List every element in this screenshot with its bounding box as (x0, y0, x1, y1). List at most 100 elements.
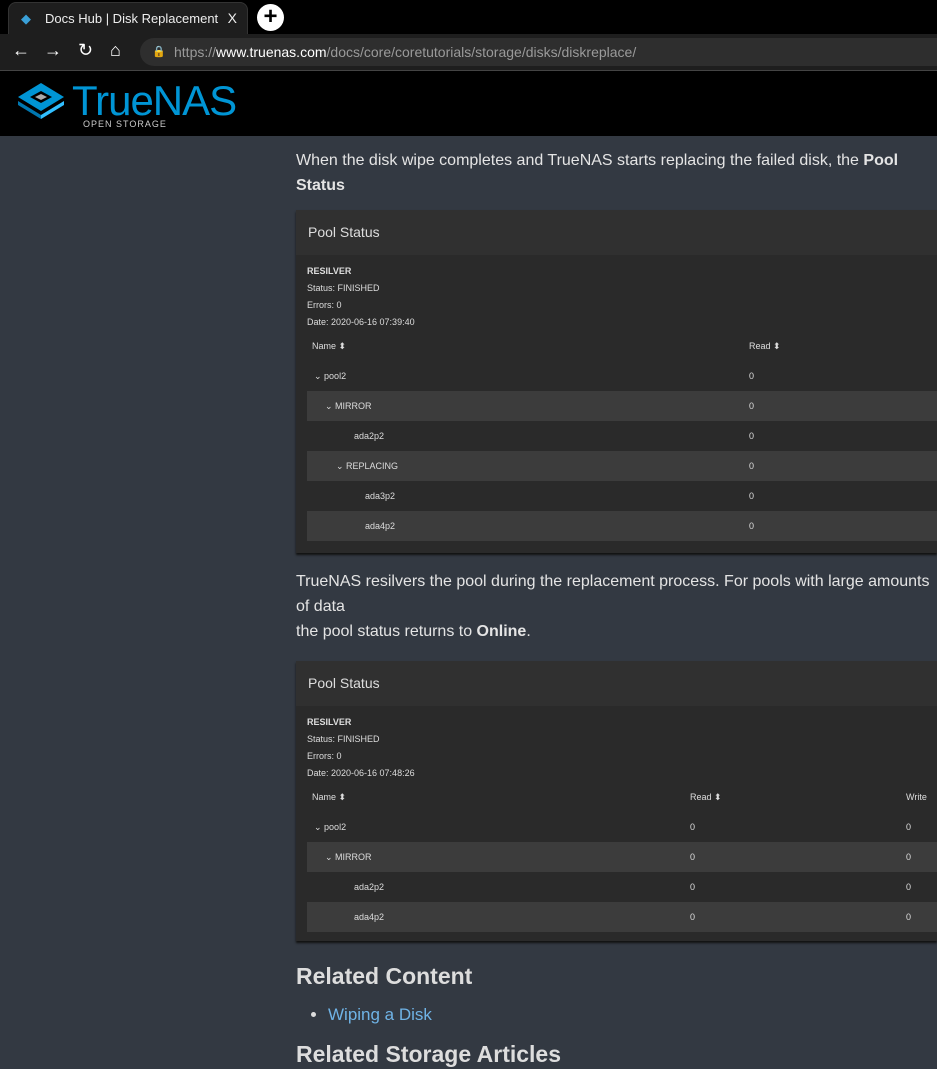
close-tab-icon[interactable]: X (227, 10, 237, 26)
row-name-text: ada4p2 (354, 912, 385, 922)
related-link-wiping-disk[interactable]: Wiping a Disk (328, 1005, 432, 1024)
table-row[interactable]: ada2p2 0 0 (307, 872, 937, 902)
column-header-read[interactable]: Read ⬍ (749, 341, 781, 352)
row-name: ⌄ pool2 (314, 361, 346, 391)
row-name-text: ada2p2 (354, 431, 385, 441)
table-row[interactable]: ada4p2 0 0 (307, 902, 937, 932)
row-name: ada2p2 (354, 872, 384, 902)
row-name: ada3p2 (365, 481, 395, 511)
site-header: TrueNAS OPEN STORAGE (0, 70, 937, 136)
pool-status-card-replacing: Pool Status RESILVER Status: FINISHED Er… (296, 210, 937, 553)
column-header-write[interactable]: Write (906, 792, 927, 802)
logo-subtitle: OPEN STORAGE (83, 119, 167, 129)
tab-title: Docs Hub | Disk Replacement (45, 11, 219, 26)
paragraph-resilver-1: TrueNAS resilvers the pool during the re… (296, 573, 930, 615)
row-read: 0 (749, 461, 755, 471)
table-row[interactable]: ⌄ MIRROR 0 0 (307, 842, 937, 872)
reload-icon[interactable]: ↻ (78, 40, 94, 60)
row-read: 0 (690, 882, 696, 892)
row-read: 0 (749, 491, 755, 501)
paragraph-resilver-2: the pool status returns to Online. (296, 623, 531, 640)
truenas-logo-icon[interactable] (16, 81, 66, 121)
row-name-text: MIRROR (335, 852, 372, 862)
row-name: ada2p2 (354, 421, 384, 451)
table-header: Name ⬍ Read ⬍ Write (296, 782, 937, 812)
table-row[interactable]: ⌄ MIRROR 0 (307, 391, 937, 421)
pool-status-card-online: Pool Status RESILVER Status: FINISHED Er… (296, 661, 937, 941)
column-header-label: Name (312, 792, 337, 802)
scan-type: RESILVER (307, 717, 352, 727)
paragraph-wipe-complete: When the disk wipe completes and TrueNAS… (296, 152, 899, 194)
truenas-favicon-icon: ◆ (21, 11, 31, 26)
row-name-text: ada4p2 (365, 521, 396, 531)
back-icon[interactable]: ← (12, 40, 30, 60)
chevron-down-icon[interactable]: ⌄ (325, 852, 336, 862)
row-write: 0 (906, 912, 912, 922)
pool-table: Name ⬍ Read ⬍ ⌄ pool2 0 ⌄ MIRROR 0 ada2p2 0 ⌄ RE… (296, 331, 937, 541)
column-header-label: Read (690, 792, 712, 802)
row-write: 0 (906, 852, 912, 862)
row-write: 0 (906, 822, 912, 832)
column-header-name[interactable]: Name ⬍ (312, 341, 346, 352)
column-header-label: Name (312, 341, 337, 351)
table-row[interactable]: ada2p2 0 (307, 421, 937, 451)
scan-errors: Errors: 0 (307, 300, 342, 310)
row-name-text: MIRROR (335, 401, 372, 411)
column-header-label: Write (906, 792, 927, 802)
sort-icon[interactable]: ⬍ (336, 792, 347, 802)
column-header-name[interactable]: Name ⬍ (312, 792, 346, 803)
browser-tab[interactable]: ◆ Docs Hub | Disk Replacement X (8, 2, 248, 34)
table-row[interactable]: ⌄ pool2 0 (307, 361, 937, 391)
scan-date: Date: 2020-06-16 07:39:40 (307, 317, 415, 327)
column-header-read[interactable]: Read ⬍ (690, 792, 722, 803)
sort-icon[interactable]: ⬍ (336, 341, 347, 351)
chevron-down-icon[interactable]: ⌄ (314, 822, 325, 832)
related-link-item: Wiping a Disk (328, 1005, 937, 1025)
lock-icon: 🔒 (152, 46, 166, 58)
row-write: 0 (906, 882, 912, 892)
table-row[interactable]: ada3p2 0 (307, 481, 937, 511)
pool-table: Name ⬍ Read ⬍ Write ⌄ pool2 0 0 ⌄ MIRROR 0 0 ada2… (296, 782, 937, 932)
table-header: Name ⬍ Read ⬍ (296, 331, 937, 361)
scan-status: Status: FINISHED (307, 283, 380, 293)
address-bar[interactable]: 🔒 https://www.truenas.com/docs/core/core… (140, 38, 937, 66)
table-row[interactable]: ⌄ pool2 0 0 (307, 812, 937, 842)
related-storage-heading: Related Storage Articles (296, 1041, 562, 1067)
row-name: ⌄ MIRROR (325, 391, 372, 421)
card-title: Pool Status (296, 661, 937, 706)
row-name-text: ada2p2 (354, 882, 385, 892)
row-name-text: REPLACING (346, 461, 399, 471)
sort-icon[interactable]: ⬍ (770, 341, 781, 351)
row-name: ada4p2 (365, 511, 395, 541)
chevron-down-icon[interactable]: ⌄ (336, 461, 347, 471)
chevron-down-icon[interactable]: ⌄ (325, 401, 336, 411)
home-icon[interactable]: ⌂ (110, 40, 121, 60)
row-name: ada4p2 (354, 902, 384, 932)
card-title: Pool Status (296, 210, 937, 255)
related-content-heading: Related Content (296, 963, 473, 989)
row-read: 0 (749, 431, 755, 441)
row-read: 0 (690, 822, 696, 832)
sort-icon[interactable]: ⬍ (711, 792, 722, 802)
new-tab-button[interactable]: + (257, 4, 284, 31)
browser-toolbar: ← → ↻ ⌂ 🔒 https://www.truenas.com/docs/c… (0, 34, 937, 70)
scan-errors: Errors: 0 (307, 751, 342, 761)
table-row[interactable]: ⌄ REPLACING 0 (307, 451, 937, 481)
chevron-down-icon[interactable]: ⌄ (314, 371, 325, 381)
logo-text[interactable]: TrueNAS (72, 77, 237, 124)
row-read: 0 (749, 371, 755, 381)
row-read: 0 (690, 852, 696, 862)
row-name-text: pool2 (324, 822, 347, 832)
row-name: ⌄ MIRROR (325, 842, 372, 872)
row-read: 0 (749, 401, 755, 411)
row-name: ⌄ REPLACING (336, 451, 398, 481)
browser-tab-bar: ◆ Docs Hub | Disk Replacement X + (0, 0, 937, 34)
column-header-label: Read (749, 341, 771, 351)
table-row[interactable]: ada4p2 0 (307, 511, 937, 541)
forward-icon[interactable]: → (44, 40, 62, 60)
row-read: 0 (749, 521, 755, 531)
row-name-text: ada3p2 (365, 491, 396, 501)
row-read: 0 (690, 912, 696, 922)
article-content: When the disk wipe completes and TrueNAS… (296, 136, 937, 1069)
row-name-text: pool2 (324, 371, 347, 381)
